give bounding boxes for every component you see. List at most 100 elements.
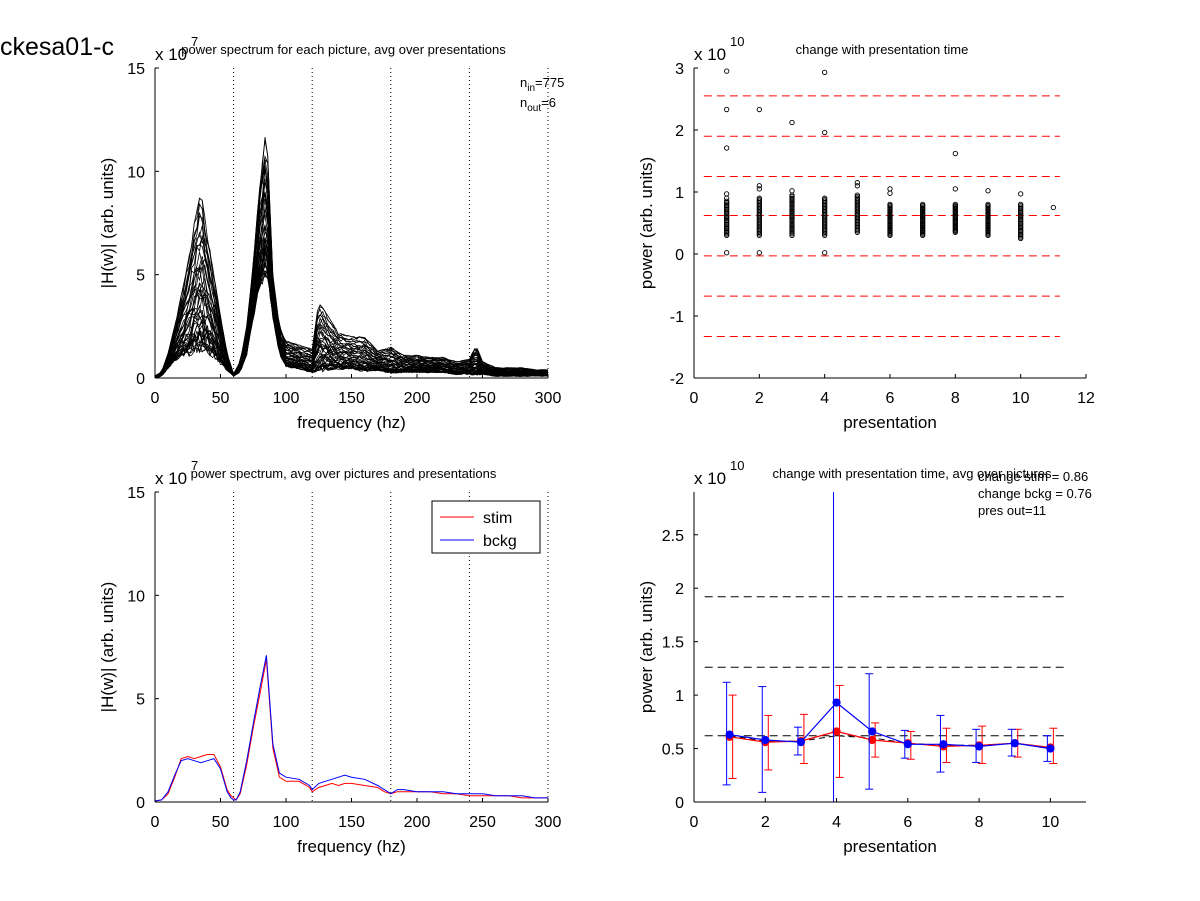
x-tick-label: 0: [690, 814, 699, 831]
data-point: [854, 180, 860, 186]
y-tick-label: 2: [675, 581, 684, 598]
y-tick-label: 0: [136, 371, 145, 388]
legend-label-stim: stim: [483, 510, 512, 527]
x-tick-label: 300: [535, 814, 562, 831]
data-point: [724, 68, 730, 74]
mean-marker-bckg: [725, 730, 734, 739]
data-point: [854, 183, 860, 189]
data-point: [822, 197, 828, 203]
data-point: [789, 119, 795, 126]
legend: stim bckg: [431, 500, 541, 554]
x-tick-label: 50: [212, 814, 230, 831]
data-point: [724, 191, 730, 197]
data-point: [1050, 204, 1056, 211]
y-tick-label: 2: [675, 123, 684, 140]
x-tick-label: 0: [151, 814, 160, 831]
data-point: [756, 250, 762, 256]
y-tick-label: 5: [136, 692, 145, 709]
y-tick-label: 5: [136, 268, 145, 285]
x-axis-label: frequency (hz): [297, 413, 406, 432]
data-point: [756, 195, 762, 201]
x-tick-label: 0: [151, 390, 160, 407]
spectrum-trace: [154, 136, 549, 377]
y-exponent: 7: [191, 34, 198, 49]
stat-annotation: change bckg = 0.76: [978, 486, 1092, 501]
y-axis-label: power (arb. units): [637, 581, 656, 713]
x-tick-label: 8: [975, 814, 984, 831]
data-point: [724, 198, 730, 204]
data-point: [789, 188, 795, 194]
data-point: [854, 192, 860, 198]
spectrum-trace: [154, 238, 549, 378]
y-tick-label: 0.5: [662, 742, 684, 759]
y-tick-label: 10: [127, 588, 145, 605]
x-tick-label: 2: [761, 814, 770, 831]
figure-title: ckesa01-c: [0, 33, 114, 61]
panel-title: power spectrum, avg over pictures and pr…: [191, 466, 497, 481]
y-tick-label: 1.5: [662, 635, 684, 652]
mean-marker-bckg: [1010, 739, 1019, 748]
data-point: [887, 201, 893, 208]
data-point: [789, 194, 795, 200]
legend-label-bckg: bckg: [483, 533, 517, 550]
n-out-annotation: nout=6: [520, 95, 556, 114]
y-tick-label: 2.5: [662, 528, 684, 545]
y-tick-label: 0: [675, 247, 684, 264]
data-point: [756, 183, 762, 189]
data-point: [756, 186, 762, 192]
y-tick-label: 0: [136, 795, 145, 812]
y-tick-label: -1: [670, 309, 684, 326]
stat-annotation: pres out=11: [978, 503, 1046, 518]
data-point: [952, 150, 958, 157]
data-point: [920, 201, 926, 208]
trace-bundle: [154, 136, 549, 379]
panel-title: change with presentation time: [796, 42, 969, 57]
data-point: [822, 250, 828, 256]
data-point: [952, 186, 958, 192]
data-point: [822, 69, 828, 75]
x-tick-label: 50: [212, 390, 230, 407]
data-point: [724, 195, 730, 201]
y-axis-label: |H(w)| (arb. units): [98, 158, 117, 289]
data-point: [724, 250, 730, 256]
mean-marker-bckg: [1046, 744, 1055, 753]
data-point: [756, 106, 762, 113]
panel-p4: change stim = 0.86 change bckg = 0.76 pres…: [637, 458, 1092, 856]
x-tick-label: 300: [535, 390, 562, 407]
data-point: [756, 197, 762, 203]
data-point: [854, 193, 860, 200]
spectrum-trace: [154, 159, 549, 377]
data-point: [724, 106, 730, 113]
data-point: [985, 188, 991, 194]
mean-marker-bckg: [796, 738, 806, 747]
x-tick-label: 250: [469, 390, 496, 407]
y-multiplier: x 10: [694, 469, 726, 488]
n-in-annotation: nin=775: [520, 75, 564, 94]
x-tick-label: 10: [1012, 390, 1030, 407]
series-line-bckg: [729, 701, 1051, 750]
x-tick-label: 6: [886, 390, 895, 407]
x-tick-label: 200: [404, 814, 431, 831]
spectrum-trace: [154, 258, 549, 379]
y-tick-label: 10: [127, 164, 145, 181]
spectrum-trace: [154, 199, 549, 378]
mean-marker-bckg: [761, 735, 770, 745]
legend-box: [431, 500, 541, 554]
x-axis-label: presentation: [843, 837, 937, 856]
mean-marker-bckg: [832, 698, 841, 707]
x-tick-label: 150: [338, 390, 365, 407]
data-point: [985, 201, 991, 208]
y-tick-label: 1: [675, 688, 684, 705]
mean-marker-bckg: [974, 742, 984, 751]
mean-marker-stim: [868, 735, 877, 745]
x-tick-label: 100: [273, 814, 300, 831]
data-point: [854, 195, 860, 201]
y-exponent: 10: [730, 458, 744, 473]
x-tick-label: 200: [404, 390, 431, 407]
x-tick-label: 8: [951, 390, 960, 407]
y-tick-label: 15: [127, 485, 145, 502]
data-point: [724, 145, 730, 151]
stat-annotation: change stim = 0.86: [978, 469, 1088, 484]
data-point: [822, 198, 828, 204]
panel-p3: stim bckg 0 50 100 150 200 250 300 0 5 10 15 frequenc…: [98, 458, 561, 856]
